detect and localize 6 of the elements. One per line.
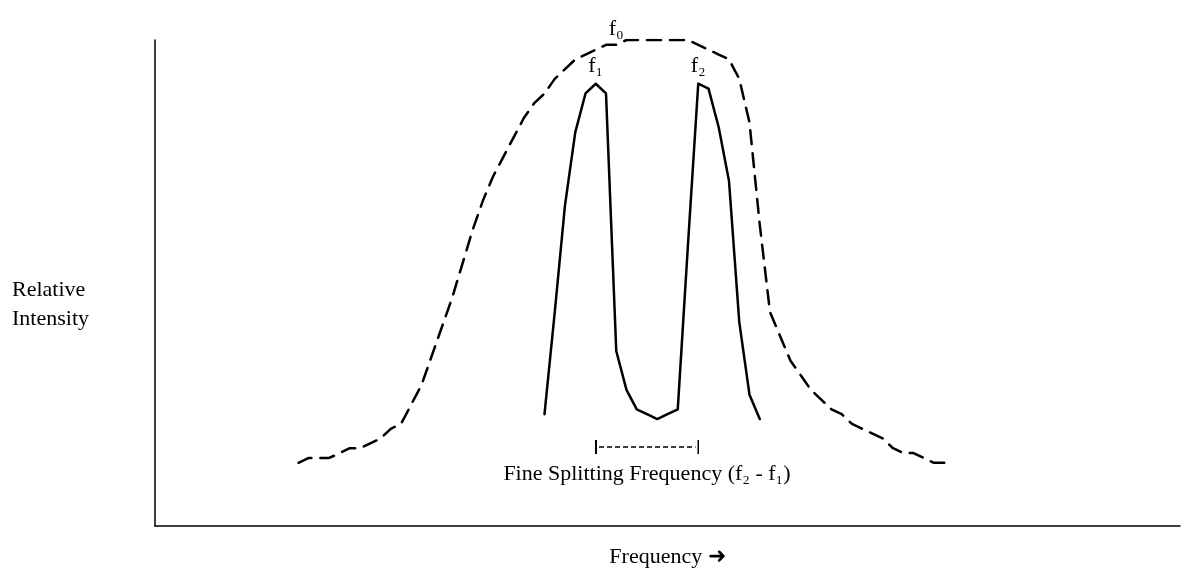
- annotation: Fine Splitting Frequency (f₂ - f₁): [503, 459, 791, 485]
- annotation: f₁: [588, 52, 604, 78]
- x-axis-title: Frequency ➜: [609, 542, 726, 568]
- y-axis-title: Relative Intensity: [12, 275, 89, 332]
- text: f₀: [608, 14, 624, 40]
- annotation: f₂: [690, 52, 706, 78]
